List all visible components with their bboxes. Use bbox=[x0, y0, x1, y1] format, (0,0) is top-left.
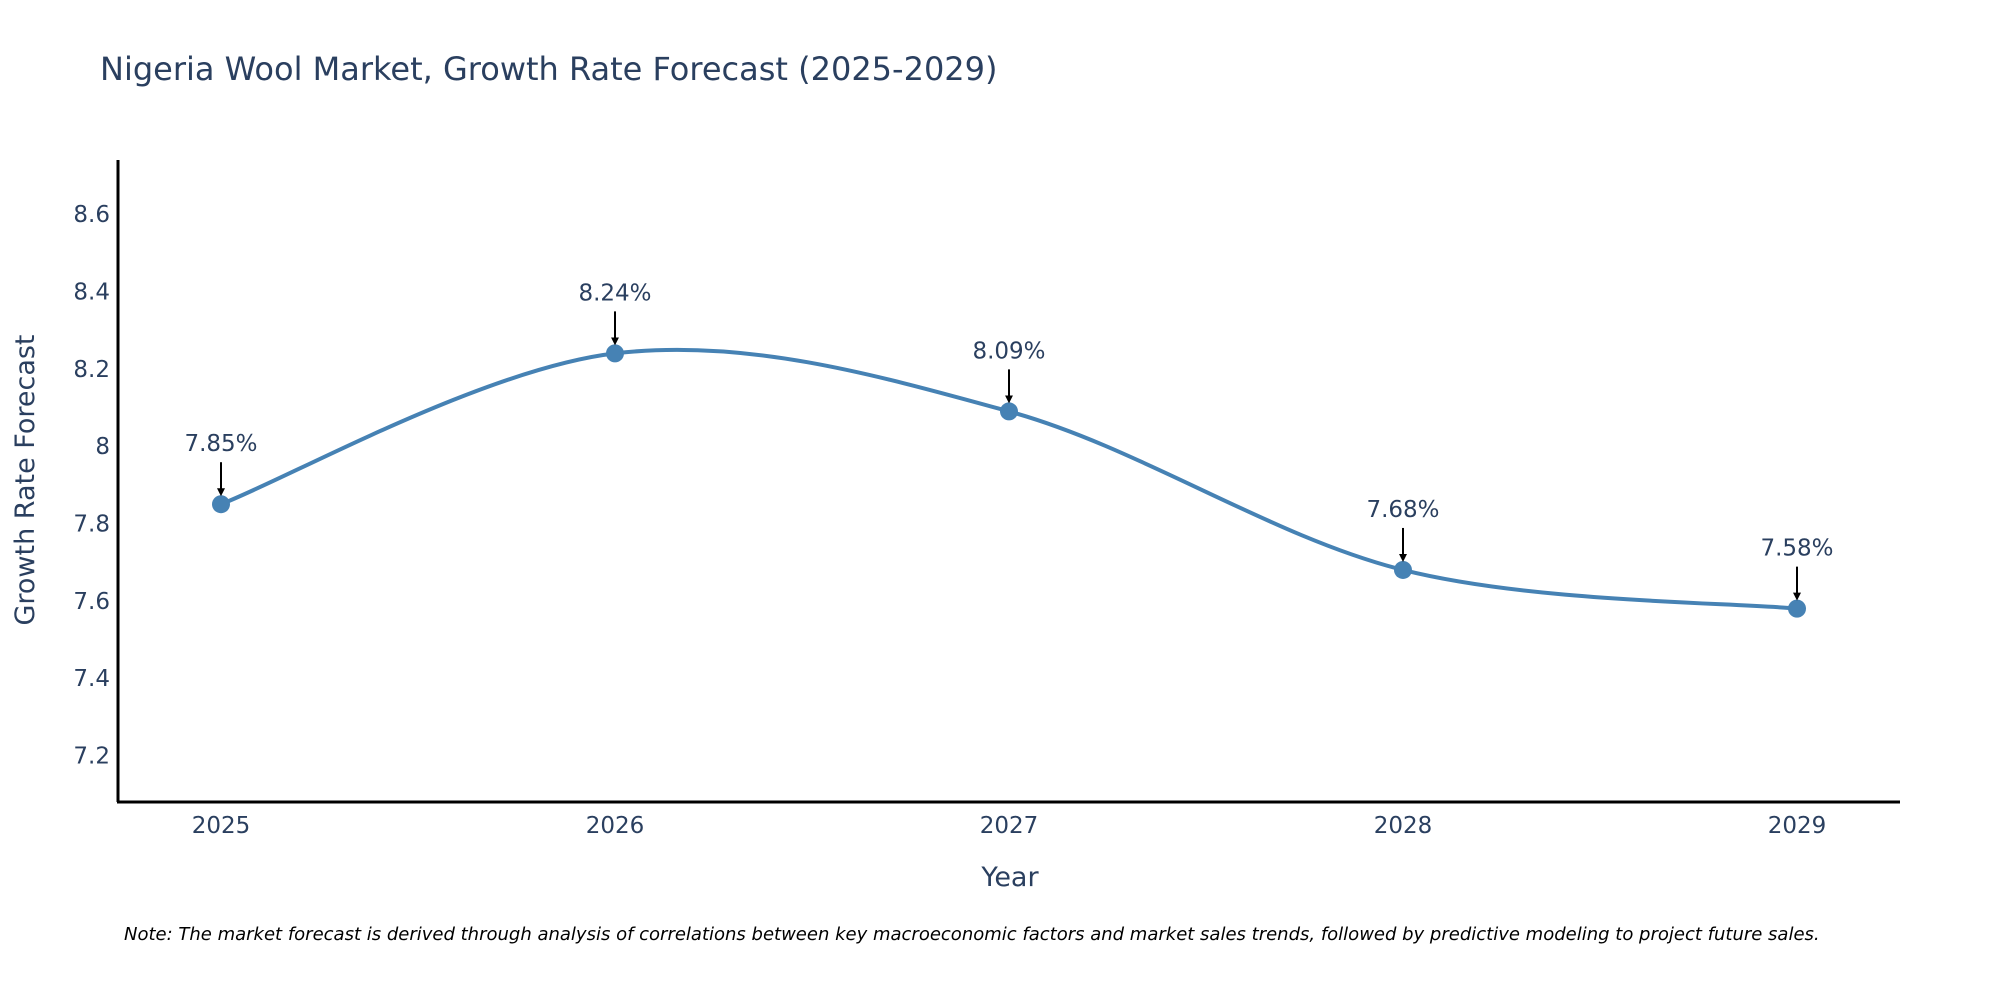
y-axis-ticks: 7.2 7.4 7.6 7.8 8 8.2 8.4 8.6 bbox=[73, 202, 110, 769]
y-tick-label: 8 bbox=[95, 434, 110, 460]
y-axis-title: Growth Rate Forecast bbox=[10, 334, 41, 625]
y-tick-label: 7.2 bbox=[73, 744, 110, 770]
y-tick-label: 7.6 bbox=[73, 589, 110, 615]
x-tick-label: 2029 bbox=[1768, 813, 1827, 839]
x-tick-label: 2027 bbox=[980, 813, 1039, 839]
data-point bbox=[1000, 402, 1018, 421]
y-tick-label: 7.4 bbox=[73, 666, 110, 692]
data-point bbox=[1394, 560, 1412, 579]
y-tick-label: 8.4 bbox=[73, 279, 110, 305]
data-label: 7.68% bbox=[1366, 497, 1439, 523]
x-axis-ticks: 2025 2026 2027 2028 2029 bbox=[192, 813, 1827, 839]
footnote: Note: The market forecast is derived thr… bbox=[124, 924, 1820, 945]
data-points bbox=[212, 344, 1806, 618]
x-tick-label: 2025 bbox=[192, 813, 251, 839]
data-label: 7.85% bbox=[184, 431, 257, 457]
chart-title: Nigeria Wool Market, Growth Rate Forecas… bbox=[100, 50, 998, 88]
data-label-annotations: 7.85% 8.24% 8.09% 7.68% 7.58% bbox=[184, 280, 1834, 601]
data-label: 8.24% bbox=[578, 280, 651, 306]
data-point bbox=[606, 344, 624, 363]
x-tick-label: 2028 bbox=[1374, 813, 1433, 839]
data-label: 7.58% bbox=[1760, 536, 1833, 562]
x-tick-label: 2026 bbox=[586, 813, 645, 839]
y-tick-label: 7.8 bbox=[73, 512, 110, 538]
x-axis-title: Year bbox=[980, 862, 1039, 893]
y-tick-label: 8.2 bbox=[73, 357, 110, 383]
y-tick-label: 8.6 bbox=[73, 202, 110, 228]
data-point bbox=[212, 495, 230, 514]
data-label: 8.09% bbox=[972, 338, 1045, 364]
data-point bbox=[1788, 599, 1806, 618]
